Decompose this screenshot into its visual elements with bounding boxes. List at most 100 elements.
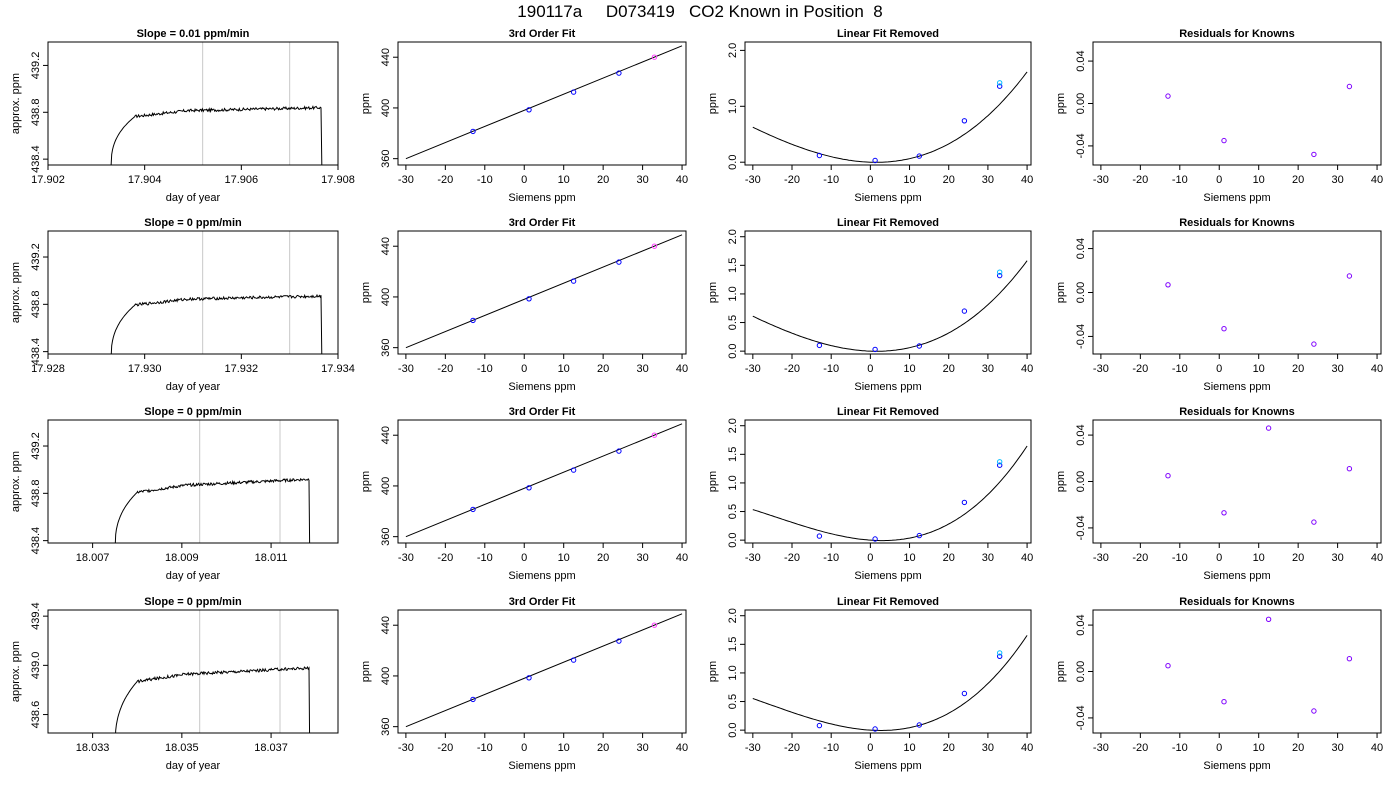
plot-frame xyxy=(744,41,1032,166)
plot-frame xyxy=(1092,230,1382,355)
x-tick-label: -30 xyxy=(745,742,761,754)
y-tick-label: 1.0 xyxy=(727,665,739,680)
x-tick-label: -10 xyxy=(477,363,493,375)
y-axis-label: approx. ppm xyxy=(10,641,22,702)
x-tick-label: -20 xyxy=(784,552,800,564)
y-tick-label: -0.04 xyxy=(1075,515,1087,540)
panel-3-1: Slope = 0 ppm/min 18.007 18.009 18.011 438.4… xyxy=(10,406,339,582)
data-point xyxy=(1311,708,1317,714)
x-tick-label: 10 xyxy=(903,174,915,186)
x-tick-label: -30 xyxy=(1093,174,1109,186)
data-point xyxy=(470,696,476,703)
y-tick-label: 2.0 xyxy=(727,608,739,623)
panel-4-3: Linear Fit Removed -30 -20 -10 0 10 20 30 40 0.0 0… xyxy=(707,596,1033,772)
x-tick-label: 18.035 xyxy=(165,742,199,754)
x-tick-label: -20 xyxy=(437,552,453,564)
panel-4-4: Residuals for Knowns -30 -20 -10 0 10 20 30 40 -0… xyxy=(1055,596,1383,772)
x-axis-label: day of year xyxy=(166,192,221,204)
y-tick-label: 400 xyxy=(380,667,392,685)
data-point xyxy=(651,622,658,628)
data-point xyxy=(872,157,878,164)
y-tick-label: 440 xyxy=(380,237,392,255)
panel-title: Linear Fit Removed xyxy=(837,406,939,418)
y-tick-label: 0.0 xyxy=(727,155,739,170)
x-tick-label: -20 xyxy=(1132,742,1148,754)
data-point xyxy=(916,722,922,728)
data-point xyxy=(1346,656,1353,662)
x-axis-label: Siemens ppm xyxy=(854,760,921,772)
x-tick-label: 0 xyxy=(1216,174,1222,186)
x-tick-label: 0 xyxy=(521,552,527,564)
y-tick-label: 2.0 xyxy=(727,229,739,244)
data-point xyxy=(526,485,532,491)
data-point xyxy=(961,118,968,124)
x-tick-label: 0 xyxy=(867,552,873,564)
y-tick-label: 0.00 xyxy=(1075,282,1087,303)
x-tick-label: 40 xyxy=(1371,552,1383,564)
x-tick-label: 18.011 xyxy=(255,552,288,564)
x-tick-label: 18.009 xyxy=(165,552,199,564)
x-tick-label: -30 xyxy=(745,552,761,564)
x-tick-label: 18.007 xyxy=(76,552,110,564)
y-tick-label: 0.04 xyxy=(1075,50,1087,71)
panel-2-4: Residuals for Knowns -30 -20 -10 0 10 20 30 40 -0… xyxy=(1055,217,1383,393)
x-tick-label: -30 xyxy=(745,174,761,186)
y-tick-label: 440 xyxy=(380,426,392,444)
data-point xyxy=(470,317,476,324)
plot-frame xyxy=(47,41,339,166)
panel-title: Linear Fit Removed xyxy=(837,28,939,40)
data-point xyxy=(872,536,878,542)
panel-1-1: Slope = 0.01 ppm/min 17.902 17.904 17.906 17… xyxy=(10,28,355,204)
y-axis-label: ppm xyxy=(707,282,719,303)
y-tick-label: 438.4 xyxy=(30,145,42,173)
y-tick-label: 0.0 xyxy=(727,722,739,737)
y-tick-label: 438.8 xyxy=(30,291,42,319)
x-tick-label: 10 xyxy=(558,742,570,754)
data-point xyxy=(816,722,823,729)
data-point xyxy=(872,726,878,732)
x-tick-label: 17.908 xyxy=(321,174,355,186)
data-point xyxy=(997,462,1003,468)
x-tick-label: -20 xyxy=(1132,174,1148,186)
data-point xyxy=(1165,473,1171,479)
data-point xyxy=(616,259,622,265)
panel-1-2: 3rd Order Fit -30 -20 -10 0 10 20 30 40 360 400 440… xyxy=(360,28,688,204)
x-tick-label: 10 xyxy=(558,552,570,564)
data-point xyxy=(1311,341,1317,347)
x-tick-label: -20 xyxy=(437,174,453,186)
data-point xyxy=(570,467,577,473)
y-tick-label: 400 xyxy=(380,477,392,495)
y-tick-label: 360 xyxy=(380,717,392,735)
data-point xyxy=(651,432,658,438)
y-tick-label: 1.5 xyxy=(727,637,739,652)
plot-frame xyxy=(397,419,687,544)
x-tick-label: 20 xyxy=(943,742,955,754)
y-tick-label: 360 xyxy=(380,338,392,356)
x-tick-label: -20 xyxy=(1132,552,1148,564)
y-axis-label: ppm xyxy=(1055,471,1067,492)
x-tick-label: 20 xyxy=(943,552,955,564)
y-tick-label: 0.04 xyxy=(1075,238,1087,259)
x-tick-label: 30 xyxy=(1331,174,1343,186)
plot-frame xyxy=(744,609,1032,734)
y-tick-label: 1.0 xyxy=(727,99,739,114)
x-tick-label: 40 xyxy=(1021,552,1033,564)
x-tick-label: 20 xyxy=(597,742,609,754)
panel-4-1: Slope = 0 ppm/min 18.033 18.035 18.037 438.6… xyxy=(10,596,339,772)
data-point xyxy=(1346,466,1353,472)
panel-2-3: Linear Fit Removed -30 -20 -10 0 10 20 30 40 0.0 0… xyxy=(707,217,1033,393)
data-point xyxy=(616,70,622,76)
data-point xyxy=(816,533,823,539)
x-axis-label: day of year xyxy=(166,760,221,772)
panel-title: 3rd Order Fit xyxy=(509,406,576,418)
y-tick-label: 438.4 xyxy=(30,338,42,366)
x-tick-label: 0 xyxy=(867,363,873,375)
x-axis-label: day of year xyxy=(166,381,221,393)
x-tick-label: 20 xyxy=(1292,363,1304,375)
data-point xyxy=(570,657,577,663)
plot-frame xyxy=(397,230,687,355)
x-axis-label: Siemens ppm xyxy=(508,381,575,393)
x-tick-label: 10 xyxy=(903,742,915,754)
x-tick-label: 30 xyxy=(982,363,994,375)
data-point xyxy=(1346,273,1353,279)
